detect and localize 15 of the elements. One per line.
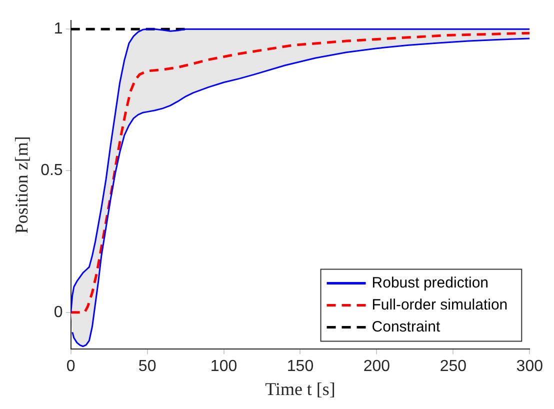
y-tick-label: 0 xyxy=(54,304,63,321)
legend-label: Robust prediction xyxy=(372,274,489,292)
legend-label: Full-order simulation xyxy=(372,296,508,314)
legend-label: Constraint xyxy=(372,318,441,336)
x-tick-label: 150 xyxy=(286,358,314,376)
y-axis-title: Position z[m] xyxy=(12,136,32,234)
x-tick-label: 250 xyxy=(440,358,467,376)
x-tick-label: 100 xyxy=(210,358,238,376)
x-axis-title: Time t [s] xyxy=(265,378,336,399)
x-tick-label: 0 xyxy=(66,358,76,376)
y-tick-label: 0.5 xyxy=(40,162,63,180)
x-tick-label: 300 xyxy=(516,358,544,376)
y-tick-label: 1 xyxy=(54,20,63,38)
x-tick-label: 50 xyxy=(138,358,156,376)
x-tick-label: 200 xyxy=(363,358,390,376)
